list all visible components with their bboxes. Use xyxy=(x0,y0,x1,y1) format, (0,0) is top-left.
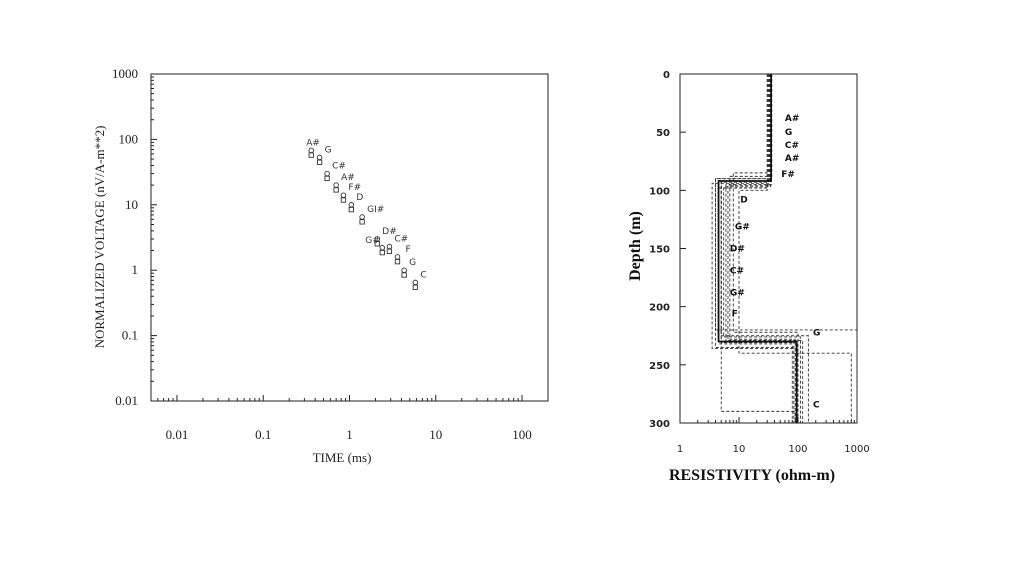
right-x-tick-label: 1000 xyxy=(844,444,869,455)
model-label: G# xyxy=(735,222,750,232)
left-x-tick-label: 0.1 xyxy=(255,427,271,442)
data-point-square xyxy=(348,206,354,213)
left-y-tick-label: 0.01 xyxy=(115,393,138,408)
data-point xyxy=(316,154,323,161)
model-label: C xyxy=(813,400,820,410)
left-y-tick-label: 10 xyxy=(125,197,138,212)
left-y-tick-label: 1 xyxy=(132,262,139,277)
right-model-curves xyxy=(711,74,858,423)
point-label: F# xyxy=(348,183,361,193)
data-point-square xyxy=(333,187,339,193)
point-label: C# xyxy=(394,235,408,245)
point-label: A# xyxy=(306,138,320,148)
left-y-axis-label: NORMALIZED VOLTAGE (nV/A-m**2) xyxy=(92,126,107,349)
left-y-tick-label: 0.1 xyxy=(122,328,138,343)
data-point xyxy=(401,267,407,273)
data-point-square xyxy=(308,152,314,158)
model-curve xyxy=(727,74,804,423)
right-y-ticks: 0 50 100 150 200 250 300 xyxy=(649,70,686,430)
right-y-tick-label: 0 xyxy=(663,70,670,81)
left-x-tick-label: 0.01 xyxy=(166,427,189,442)
right-x-tick-label: 100 xyxy=(788,444,807,455)
model-label: C# xyxy=(730,267,744,277)
data-point-square xyxy=(394,259,401,265)
right-x-tick-label: 1 xyxy=(677,444,683,455)
right-y-tick-label: 50 xyxy=(656,128,670,139)
left-y-ticks: 1000 100 10 1 0.1 0.01 xyxy=(112,66,157,408)
data-point xyxy=(340,192,347,198)
model-curve xyxy=(720,74,796,423)
data-point-square xyxy=(412,284,419,290)
data-point xyxy=(333,182,339,188)
model-label: C# xyxy=(785,141,799,151)
right-annotations: A# G C# A# F# D G# D# C# G# F G C xyxy=(730,114,821,410)
model-label: F# xyxy=(781,170,795,180)
data-point xyxy=(324,170,330,177)
left-x-tick-label: 10 xyxy=(429,427,442,442)
point-label: D xyxy=(356,193,363,203)
model-label: G xyxy=(813,328,820,338)
model-label: D xyxy=(740,196,747,206)
right-y-tick-label: 200 xyxy=(649,303,670,314)
point-label: D# xyxy=(382,227,396,237)
right-y-axis-label: Depth (m) xyxy=(627,211,644,281)
left-data-points: A#GC#A#F#DGI#D#C#G#FGC xyxy=(306,138,427,290)
data-point xyxy=(394,254,401,260)
model-label: D# xyxy=(730,245,745,255)
model-label: G xyxy=(785,128,792,138)
left-x-axis-label: TIME (ms) xyxy=(313,450,372,465)
data-point xyxy=(348,202,355,208)
right-x-tick-label: 10 xyxy=(733,444,746,455)
point-label: F xyxy=(405,245,410,255)
model-curve xyxy=(711,74,796,423)
right-y-tick-label: 150 xyxy=(649,245,670,256)
model-curve xyxy=(723,74,801,423)
point-label: GI# xyxy=(367,205,384,215)
data-point-square xyxy=(316,159,323,165)
left-x-tick-label: 1 xyxy=(346,427,353,442)
point-label: G xyxy=(409,258,416,268)
right-y-tick-label: 300 xyxy=(649,419,670,430)
right-y-tick-label: 250 xyxy=(649,361,670,372)
data-point-square xyxy=(374,241,380,247)
right-x-axis-label: RESISTIVITY (ohm-m) xyxy=(669,467,835,484)
point-label: C# xyxy=(332,162,346,172)
point-label: G xyxy=(325,145,332,155)
right-y-tick-label: 100 xyxy=(649,186,670,197)
model-label: F xyxy=(732,310,738,320)
point-label: C xyxy=(420,270,426,280)
data-point-square xyxy=(386,248,393,254)
data-point xyxy=(386,243,393,250)
model-label: A# xyxy=(785,114,800,124)
data-point-square xyxy=(359,219,365,225)
data-point xyxy=(412,279,419,286)
left-y-tick-label: 100 xyxy=(119,131,139,146)
data-point-square xyxy=(401,272,407,278)
data-point xyxy=(308,147,314,154)
model-label: G# xyxy=(730,289,745,299)
model-curve xyxy=(738,74,852,423)
left-y-tick-label: 1000 xyxy=(112,66,138,81)
data-point-square xyxy=(379,249,385,256)
point-label: A# xyxy=(341,173,355,183)
data-point xyxy=(379,245,386,251)
point-label: G# xyxy=(365,236,380,246)
model-label: A# xyxy=(785,154,800,164)
left-plot-frame xyxy=(150,73,549,402)
left-x-ticks: 0.01 0.1 1 10 100 xyxy=(150,395,532,442)
mean-model-curve xyxy=(717,74,798,423)
data-point xyxy=(359,214,365,220)
resistivity-depth-chart: 1 10 100 1000 0 50 100 150 200 250 300 A# G C# A# F# D… xyxy=(627,70,870,484)
left-x-tick-label: 100 xyxy=(512,427,532,442)
data-point-square xyxy=(324,175,330,182)
data-point-square xyxy=(340,197,347,203)
